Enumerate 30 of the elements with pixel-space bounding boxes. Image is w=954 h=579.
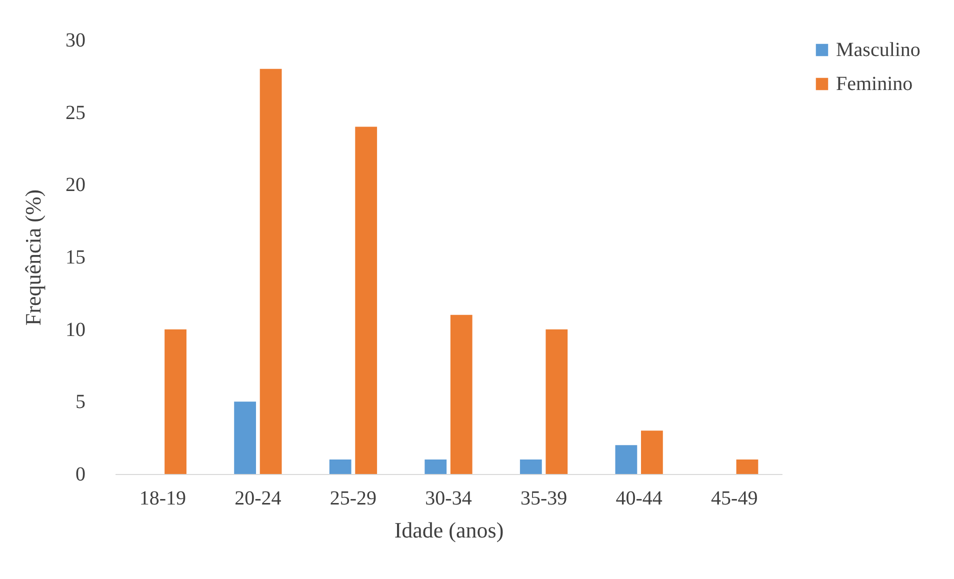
y-tick-label: 10 (66, 318, 86, 341)
legend-label: Masculino (836, 39, 920, 61)
x-axis-title: Idade (anos) (394, 518, 504, 542)
bar (329, 460, 352, 474)
x-tick-label: 30-34 (425, 488, 472, 510)
y-tick-label: 5 (76, 391, 86, 414)
bar (450, 314, 472, 474)
y-tick-label: 30 (66, 30, 86, 52)
y-tick-label: 0 (76, 464, 86, 486)
bar (546, 329, 568, 474)
bar (641, 430, 663, 474)
y-tick-label: 15 (66, 246, 86, 268)
x-tick-label: 18-19 (139, 488, 186, 510)
y-tick-label: 25 (66, 102, 86, 124)
legend-label: Feminino (836, 73, 913, 95)
bar (164, 329, 186, 474)
bar (736, 460, 758, 474)
bar (355, 126, 378, 474)
bar (260, 68, 282, 474)
x-tick-label: 25-29 (330, 488, 377, 510)
bar (520, 460, 542, 474)
y-axis-title: Frequência (%) (20, 189, 46, 326)
x-tick-label: 20-24 (234, 488, 282, 510)
bar (424, 460, 447, 474)
y-tick-label: 20 (66, 174, 86, 196)
x-tick-label: 35-39 (520, 488, 568, 510)
bar (234, 402, 256, 474)
x-tick-label: 40-44 (616, 488, 662, 510)
bar (615, 445, 638, 474)
x-tick-label: 45-49 (711, 488, 758, 510)
